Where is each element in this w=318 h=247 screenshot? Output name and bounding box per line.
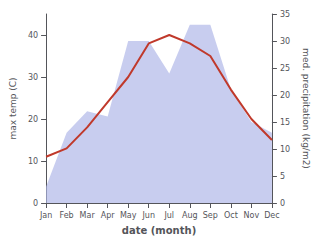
svg-text:10: 10 (280, 145, 290, 154)
svg-text:Nov: Nov (244, 211, 260, 220)
svg-text:0: 0 (33, 199, 38, 208)
svg-text:Jun: Jun (141, 211, 155, 220)
svg-text:Oct: Oct (224, 211, 238, 220)
svg-text:10: 10 (28, 157, 38, 166)
svg-text:Dec: Dec (264, 211, 279, 220)
svg-text:Feb: Feb (60, 211, 74, 220)
svg-text:Jan: Jan (39, 211, 52, 220)
svg-text:5: 5 (280, 172, 285, 181)
svg-text:Mar: Mar (80, 211, 96, 220)
svg-text:30: 30 (280, 37, 290, 46)
svg-text:0: 0 (280, 199, 285, 208)
svg-text:med. precipitation (kg/m2): med. precipitation (kg/m2) (301, 48, 311, 169)
svg-text:date (month): date (month) (122, 225, 196, 236)
svg-text:15: 15 (280, 118, 290, 127)
svg-text:20: 20 (28, 115, 38, 124)
svg-text:Jul: Jul (163, 211, 174, 220)
svg-text:Apr: Apr (101, 211, 116, 220)
svg-text:May: May (120, 211, 137, 220)
svg-text:35: 35 (280, 10, 290, 19)
svg-text:Sep: Sep (203, 211, 218, 220)
svg-text:40: 40 (28, 31, 38, 40)
svg-text:max temp (C): max temp (C) (8, 77, 18, 139)
svg-text:25: 25 (280, 64, 290, 73)
svg-text:Aug: Aug (182, 211, 198, 220)
svg-text:20: 20 (280, 91, 290, 100)
svg-text:30: 30 (28, 73, 38, 82)
